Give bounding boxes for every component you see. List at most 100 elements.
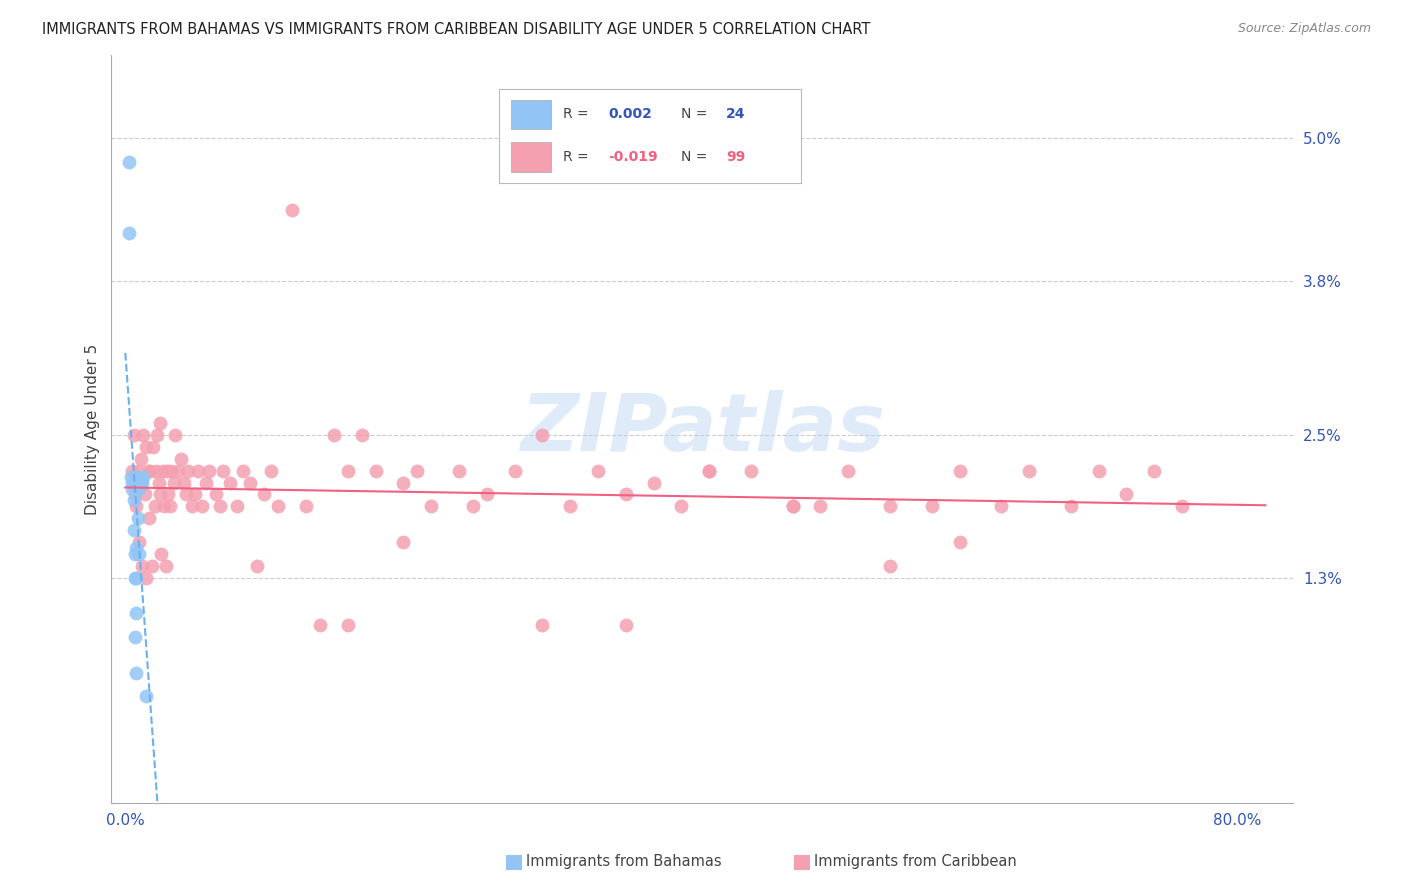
Point [163,475,186,490]
Point [121,464,143,478]
Point [129,451,152,466]
Point [420,500,443,514]
Text: ZIPatlas: ZIPatlas [520,390,884,468]
Point [160,464,183,478]
Text: R =: R = [562,108,592,121]
Point [135,571,157,585]
Text: Source: ZipAtlas.com: Source: ZipAtlas.com [1237,22,1371,36]
Point [122,493,145,508]
Point [810,500,832,514]
Point [503,464,526,478]
Point [208,500,231,514]
Point [879,558,901,573]
Point [782,500,804,514]
Point [194,475,217,490]
Point [155,558,177,573]
Point [239,475,262,490]
Point [350,428,373,442]
Point [118,226,141,240]
Point [364,464,387,478]
Point [204,487,226,501]
Point [560,500,582,514]
Point [124,630,146,644]
Point [145,464,167,478]
Point [176,487,198,501]
Point [181,500,204,514]
Point [138,511,160,525]
Point [127,475,149,490]
Point [127,511,149,525]
Point [921,500,943,514]
Point [1087,464,1109,478]
Point [135,440,157,454]
Point [406,464,429,478]
Point [149,416,172,430]
Text: 24: 24 [725,108,745,121]
Point [153,500,176,514]
Bar [512,142,551,171]
Text: Immigrants from Bahamas: Immigrants from Bahamas [526,855,721,869]
Point [132,428,155,442]
Point [643,475,665,490]
Point [322,428,344,442]
Point [879,500,901,514]
Point [260,464,283,478]
Point [531,618,554,632]
Point [159,500,181,514]
Text: N =: N = [681,150,711,163]
Point [125,606,148,620]
Point [125,500,148,514]
Point [129,475,152,490]
Point [948,464,970,478]
Point [392,475,415,490]
Point [475,487,498,501]
Point [740,464,762,478]
Point [336,618,359,632]
Point [170,451,193,466]
Point [1115,487,1137,501]
Point [128,535,150,549]
Point [336,464,359,478]
Point [131,558,153,573]
Point [120,469,142,483]
Point [173,475,195,490]
Text: -0.019: -0.019 [607,150,658,163]
Text: Immigrants from Caribbean: Immigrants from Caribbean [814,855,1017,869]
Point [253,487,276,501]
Point [1143,464,1166,478]
Point [447,464,470,478]
Point [146,428,169,442]
Point [697,464,720,478]
Point [122,523,145,537]
Text: 0.002: 0.002 [607,108,652,121]
Text: IMMIGRANTS FROM BAHAMAS VS IMMIGRANTS FROM CARIBBEAN DISABILITY AGE UNDER 5 CORR: IMMIGRANTS FROM BAHAMAS VS IMMIGRANTS FR… [42,22,870,37]
Text: 99: 99 [725,150,745,163]
Point [136,464,159,478]
Point [165,428,187,442]
Point [139,464,162,478]
Bar [512,100,551,129]
Point [1171,500,1194,514]
Point [392,535,415,549]
Point [125,665,148,680]
Point [121,482,143,496]
Point [225,500,247,514]
Point [948,535,970,549]
Point [990,500,1012,514]
Point [157,487,180,501]
Point [124,547,146,561]
Point [156,464,179,478]
Point [127,464,149,478]
Point [177,464,200,478]
Point [143,500,166,514]
Point [211,464,233,478]
Point [295,500,318,514]
Point [128,547,150,561]
Point [122,428,145,442]
Point [142,440,165,454]
Point [218,475,240,490]
Point [309,618,332,632]
Point [197,464,219,478]
Point [614,487,637,501]
Point [671,500,693,514]
